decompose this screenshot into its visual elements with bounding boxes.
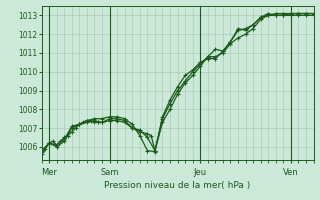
X-axis label: Pression niveau de la mer( hPa ): Pression niveau de la mer( hPa ) [104, 181, 251, 190]
